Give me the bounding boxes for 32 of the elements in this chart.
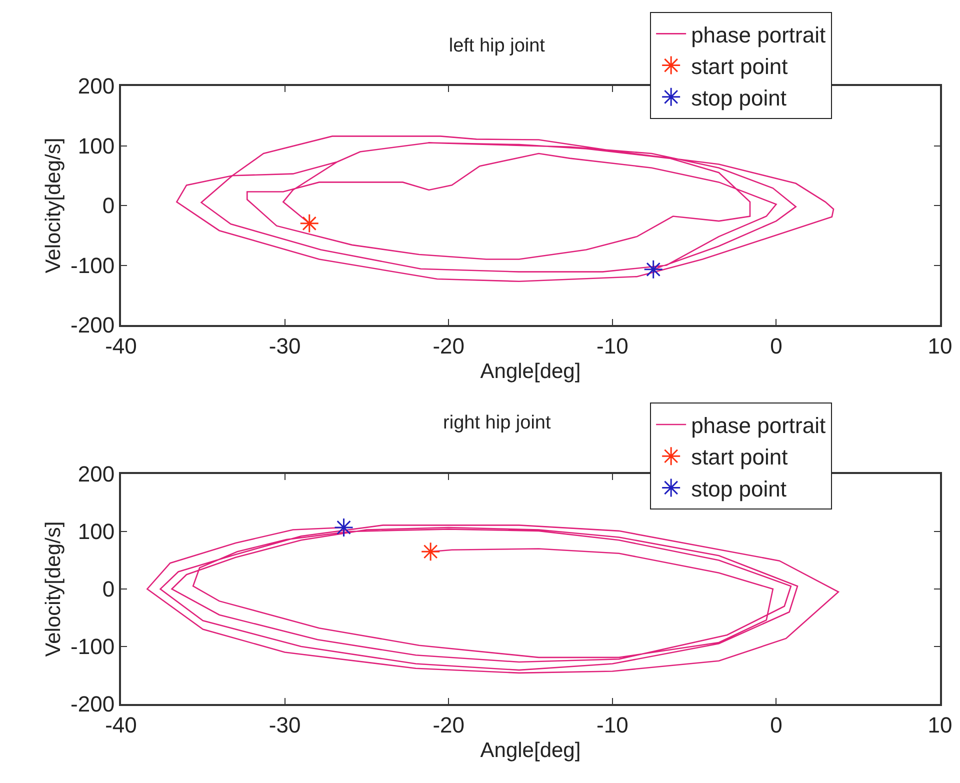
line-series <box>146 524 840 674</box>
x-tick-label: -30 <box>268 712 301 738</box>
legend-label: stop point <box>691 85 786 110</box>
y-tick-label: 200 <box>78 74 115 99</box>
legend-label: start point <box>691 444 788 470</box>
x-tick-label: -10 <box>596 712 628 738</box>
x-tick-label: 0 <box>770 712 782 738</box>
legend-label: phase portrait <box>691 22 826 48</box>
y-tick-label: -100 <box>70 252 115 278</box>
x-axis-title: Angle[deg] <box>480 739 581 762</box>
x-tick-label: 0 <box>770 333 782 358</box>
legend-label: start point <box>691 54 788 79</box>
x-tick-label: 10 <box>928 712 952 738</box>
y-tick-label: 100 <box>78 519 115 544</box>
legend-label: phase portrait <box>691 413 826 438</box>
line-series <box>176 136 834 282</box>
chart-title: left hip joint <box>448 36 546 57</box>
y-tick-label: 0 <box>102 576 115 602</box>
x-tick-label: -10 <box>596 333 628 358</box>
x-axis-title: Angle[deg] <box>480 360 581 384</box>
chart-title: right hip joint <box>443 412 552 434</box>
x-tick-label: 10 <box>928 333 952 358</box>
x-tick-label: -20 <box>432 333 464 358</box>
y-axis-title: Velocity[deg/s] <box>42 521 66 657</box>
y-tick-label: -100 <box>70 634 115 660</box>
legend-label: stop point <box>691 476 786 502</box>
y-axis-title: Velocity[deg/s] <box>42 138 66 274</box>
x-tick-label: -30 <box>268 333 301 358</box>
y-tick-label: 200 <box>78 462 115 487</box>
y-tick-label: 0 <box>102 193 115 218</box>
y-tick-label: 100 <box>78 133 115 158</box>
x-tick-label: -20 <box>432 712 464 738</box>
